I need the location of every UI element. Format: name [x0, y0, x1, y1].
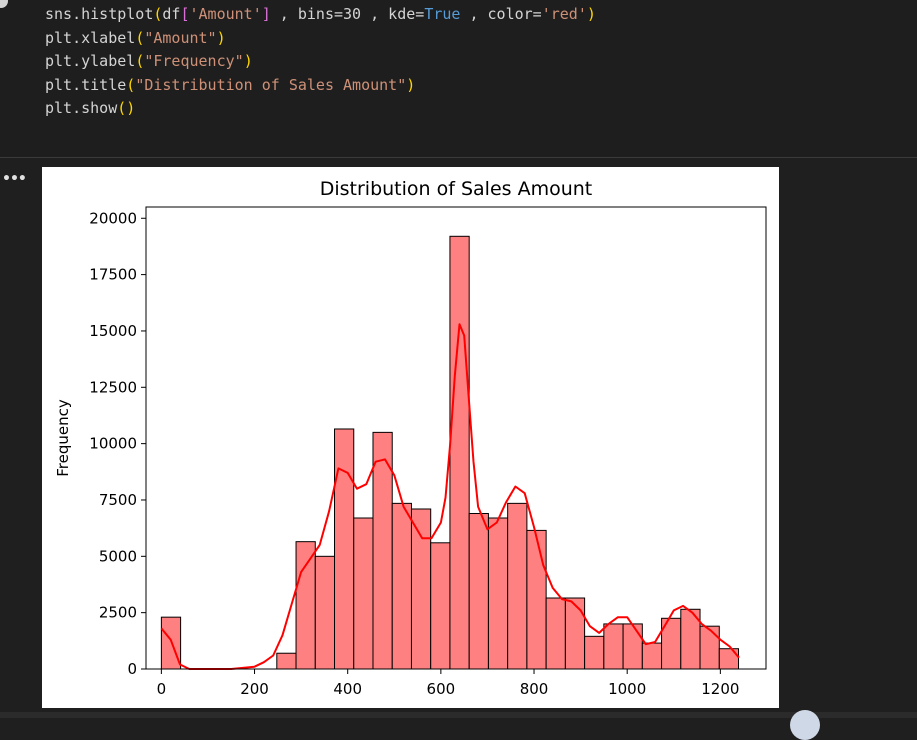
histogram-bar [526, 529, 547, 670]
code-token: ] [261, 5, 271, 23]
histogram-bar [334, 428, 355, 670]
y-tick-label: 2500 [99, 604, 137, 622]
histogram-chart: 0 2500 5000 7500 10000 12500 15000 17500 20000 0 2… [54, 178, 767, 698]
histogram-bar [295, 541, 316, 670]
code-token: 'Amount' [189, 5, 262, 23]
histogram-bar [507, 502, 528, 670]
code-line: plt.ylabel("Frequency") [45, 50, 596, 74]
run-status-indicator[interactable] [0, 0, 8, 8]
code-token: ) [586, 5, 596, 23]
y-tick-label: 10000 [89, 435, 137, 453]
code-token: ( [135, 52, 145, 70]
x-tick-label: 0 [157, 680, 167, 698]
code-token: ( [135, 28, 145, 47]
code-token: plt.show [45, 99, 118, 117]
code-token: sns.histplot [45, 5, 154, 23]
code-token: plt.ylabel [45, 52, 136, 70]
x-tick-label: 400 [333, 680, 362, 698]
code-token: [ [180, 5, 190, 23]
code-token: plt.title [45, 75, 127, 94]
x-tick-label: 200 [240, 680, 269, 698]
y-tick-label: 5000 [99, 547, 137, 565]
histogram-bar [584, 635, 605, 670]
code-line: plt.xlabel("Amount") [45, 27, 596, 51]
x-tick-label: 800 [520, 680, 549, 698]
code-token: , bins=30 , kde= [270, 5, 425, 23]
code-token: df [162, 5, 181, 23]
code-editor[interactable]: sns.histplot(df['Amount'] , bins=30 , kd… [45, 3, 596, 121]
code-token: plt.xlabel [45, 28, 136, 47]
code-token: ) [406, 75, 416, 94]
x-tick-label: 600 [427, 680, 456, 698]
code-token: ) [216, 28, 226, 47]
code-line: plt.show() [45, 97, 596, 121]
code-line: sns.histplot(df['Amount'] , bins=30 , kd… [45, 3, 596, 27]
bottom-bar [0, 712, 917, 718]
code-token: ) [243, 52, 253, 70]
histogram-bar [314, 555, 336, 670]
y-tick-label: 17500 [89, 266, 137, 284]
histogram-bar [641, 642, 663, 670]
y-tick-label: 0 [127, 660, 137, 678]
code-token: 'red' [541, 5, 587, 23]
histogram-bar [699, 625, 720, 670]
more-options-icon[interactable]: ••• [2, 171, 27, 187]
plot-output-image: 0 2500 5000 7500 10000 12500 15000 17500 20000 0 2… [42, 167, 779, 708]
code-token: , color= [460, 5, 542, 23]
code-line: plt.title("Distribution of Sales Amount"… [45, 74, 596, 98]
histogram-bar [410, 508, 432, 670]
code-token: "Amount" [144, 28, 217, 47]
chart-title: Distribution of Sales Amount [320, 178, 593, 200]
histogram-bar [276, 652, 297, 670]
histogram-bar [603, 623, 624, 670]
histogram-bar [430, 542, 451, 670]
histogram-bar [468, 512, 489, 670]
y-tick-label: 15000 [89, 322, 137, 340]
histogram-bar [487, 517, 509, 670]
histogram-bar [353, 517, 374, 670]
y-axis-label: Frequency [54, 399, 72, 477]
y-tick-label: 20000 [89, 209, 137, 227]
code-token: () [117, 99, 136, 117]
plot-frame [145, 206, 767, 670]
kde-line [160, 323, 740, 670]
y-tick-label: 12500 [89, 378, 137, 396]
histogram-bar [622, 623, 643, 670]
code-token: ( [126, 75, 136, 94]
histogram-bar [718, 648, 740, 670]
histogram-bar [449, 235, 470, 670]
x-tick-label: 1000 [608, 680, 646, 698]
floating-action-button[interactable] [790, 710, 820, 740]
histogram-bar [545, 597, 566, 670]
histogram-bar [564, 597, 586, 670]
histogram-bar [391, 502, 412, 670]
code-token: ( [153, 5, 163, 23]
code-token: "Frequency" [144, 52, 244, 70]
code-token: True [424, 5, 461, 23]
y-tick-label: 7500 [99, 491, 137, 509]
code-token: "Distribution of Sales Amount" [135, 75, 407, 94]
code-cell[interactable]: sns.histplot(df['Amount'] , bins=30 , kd… [0, 0, 917, 158]
x-tick-label: 1200 [701, 680, 739, 698]
